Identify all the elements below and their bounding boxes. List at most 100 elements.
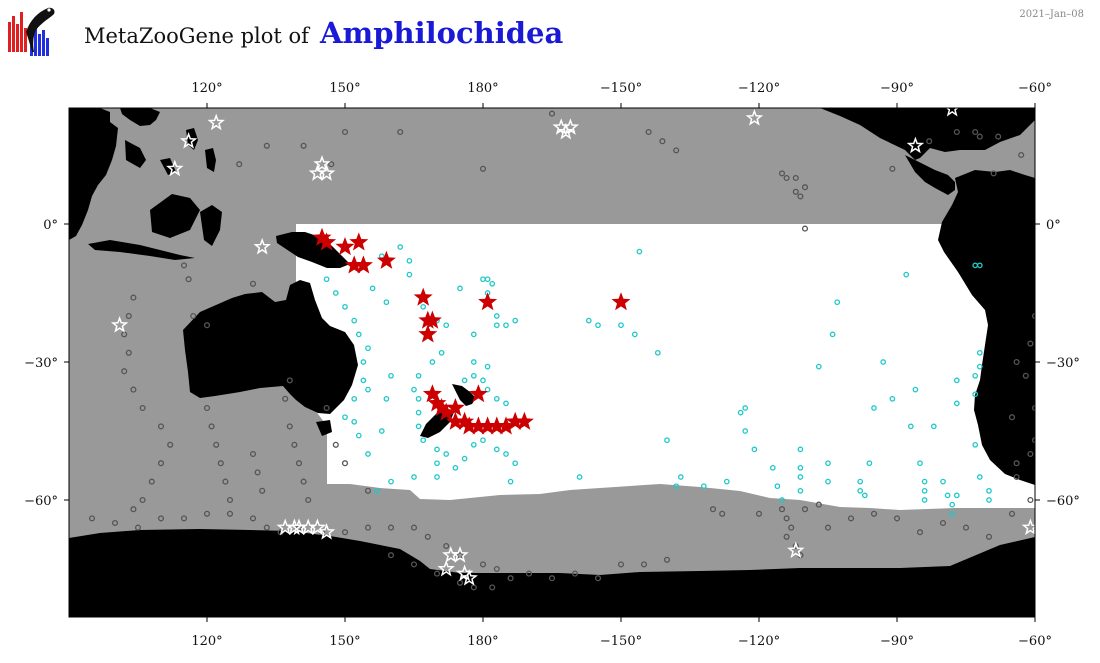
sample-point xyxy=(949,501,956,508)
sample-point xyxy=(388,478,394,485)
presence-star xyxy=(445,411,465,430)
other-presence-star xyxy=(207,113,225,131)
other-presence-star xyxy=(745,109,764,126)
presence-star xyxy=(353,255,373,274)
other-sample-point xyxy=(663,556,671,563)
sample-point xyxy=(921,487,928,494)
presence-star xyxy=(468,384,488,403)
other-sample-point xyxy=(916,529,924,536)
other-sample-point xyxy=(300,478,307,485)
other-sample-point xyxy=(424,533,431,540)
sample-point xyxy=(654,349,661,356)
sample-point xyxy=(388,372,394,379)
other-sample-point xyxy=(328,161,335,168)
other-sample-point xyxy=(208,423,215,430)
sample-point xyxy=(797,474,804,480)
presence-star xyxy=(422,384,442,403)
other-sample-point xyxy=(801,506,809,513)
other-presence-star xyxy=(253,237,271,255)
presence-star xyxy=(418,324,438,343)
sample-point xyxy=(415,409,422,416)
other-sample-point xyxy=(134,524,142,531)
other-sample-point xyxy=(479,165,487,172)
other-sample-point xyxy=(479,561,487,568)
other-sample-point xyxy=(889,165,896,172)
sample-point xyxy=(369,285,376,292)
sample-point xyxy=(383,395,390,402)
other-presence-star xyxy=(1021,518,1035,536)
sample-point xyxy=(930,423,937,430)
presence-star xyxy=(505,411,525,430)
sample-point xyxy=(434,474,440,480)
sample-point xyxy=(631,331,638,338)
other-sample-point xyxy=(507,575,514,582)
sample-point xyxy=(825,478,831,485)
logo-animal-silhouette xyxy=(26,7,55,52)
sample-point xyxy=(420,303,427,310)
sample-point xyxy=(457,285,463,292)
other-sample-point xyxy=(571,570,579,577)
other-sample-point xyxy=(985,533,993,540)
other-sample-point xyxy=(282,395,289,402)
sample-point xyxy=(912,386,919,393)
presence-star xyxy=(468,416,488,435)
sample-point xyxy=(940,478,946,485)
other-sample-point xyxy=(203,322,211,329)
presence-star xyxy=(478,416,498,435)
other-sample-point xyxy=(617,561,625,568)
sample-point xyxy=(829,331,836,338)
sample-point xyxy=(406,257,413,264)
sample-point xyxy=(470,359,477,365)
sample-point xyxy=(480,437,486,444)
sample-point xyxy=(332,290,339,296)
sample-point xyxy=(976,349,983,356)
other-presence-star xyxy=(945,108,959,117)
sample-point xyxy=(972,391,979,398)
presence-star xyxy=(436,402,456,421)
other-sample-point xyxy=(139,496,146,504)
sample-point xyxy=(411,386,417,393)
other-sample-point xyxy=(130,294,137,301)
sample-point xyxy=(797,446,804,453)
other-sample-point xyxy=(190,312,197,320)
other-sample-point xyxy=(139,404,146,412)
other-presence-star xyxy=(285,518,304,536)
other-sample-point xyxy=(130,386,137,393)
sample-point xyxy=(434,446,440,453)
sample-point xyxy=(503,400,509,407)
sample-point xyxy=(355,331,362,338)
other-sample-point xyxy=(443,542,450,550)
sample-point xyxy=(420,437,427,444)
other-sample-point xyxy=(953,128,960,136)
sample-point xyxy=(673,483,680,490)
sample-point xyxy=(834,299,841,306)
sample-point xyxy=(723,478,730,485)
other-sample-point xyxy=(157,423,165,430)
other-sample-point xyxy=(645,128,652,136)
x-tick-label-top: −150° xyxy=(600,81,642,96)
other-sample-point xyxy=(263,142,270,149)
sample-point xyxy=(585,317,592,324)
other-sample-point xyxy=(783,515,790,522)
sample-point xyxy=(461,455,468,462)
other-sample-point xyxy=(783,533,790,540)
x-tick-label-bottom: 180° xyxy=(467,634,498,649)
other-presence-star xyxy=(787,541,805,559)
sample-point xyxy=(700,483,707,490)
sample-point xyxy=(415,395,422,402)
other-sample-point xyxy=(203,510,211,517)
x-tick-label-bottom: −120° xyxy=(738,634,780,649)
other-sample-point xyxy=(236,161,243,168)
presence-star xyxy=(344,255,364,274)
x-tick-label-bottom: −90° xyxy=(880,634,914,649)
sample-point xyxy=(503,322,509,329)
sample-point xyxy=(429,359,436,365)
presence-star xyxy=(376,250,396,269)
other-sample-point xyxy=(659,138,666,145)
other-sample-point xyxy=(397,128,404,136)
sample-point xyxy=(443,322,450,329)
other-presence-star xyxy=(313,155,331,172)
study-region xyxy=(296,224,1035,510)
sample-point xyxy=(769,464,776,471)
x-tick-label-top: −60° xyxy=(1018,81,1052,96)
